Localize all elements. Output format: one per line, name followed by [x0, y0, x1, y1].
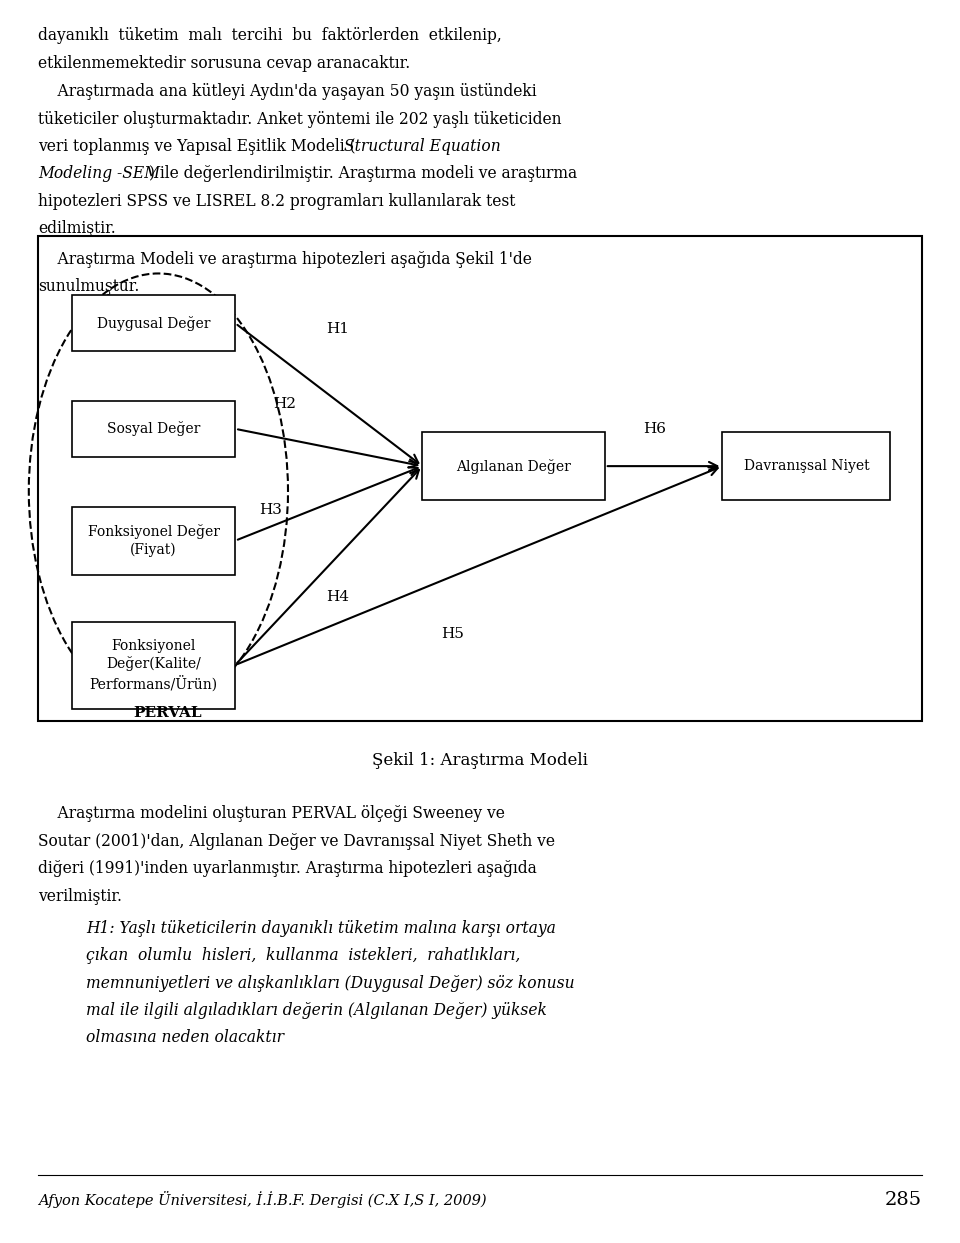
Text: tüketiciler oluşturmaktadır. Anket yöntemi ile 202 yaşlı tüketiciden: tüketiciler oluşturmaktadır. Anket yönte…: [38, 111, 562, 128]
Text: olmasına neden olacaktır: olmasına neden olacaktır: [86, 1029, 284, 1047]
Text: 285: 285: [884, 1191, 922, 1208]
Text: Duygusal Değer: Duygusal Değer: [97, 316, 210, 331]
Text: verilmiştir.: verilmiştir.: [38, 888, 123, 905]
Text: H1: H1: [326, 322, 349, 337]
Text: Fonksiyonel
Değer(Kalite/
Performans/Ürün): Fonksiyonel Değer(Kalite/ Performans/Ürü…: [89, 639, 218, 691]
Text: Davranışsal Niyet: Davranışsal Niyet: [744, 459, 869, 474]
Text: Modeling -SEM: Modeling -SEM: [38, 165, 160, 183]
Text: edilmiştir.: edilmiştir.: [38, 220, 116, 237]
FancyBboxPatch shape: [72, 507, 235, 574]
Text: Araştırma modelini oluşturan PERVAL ölçeği Sweeney ve: Araştırma modelini oluşturan PERVAL ölçe…: [38, 805, 505, 823]
FancyBboxPatch shape: [72, 295, 235, 351]
Text: etkilenmemektedir sorusuna cevap aranacaktır.: etkilenmemektedir sorusuna cevap aranaca…: [38, 55, 411, 72]
Text: mal ile ilgili algıladıkları değerin (Algılanan Değer) yüksek: mal ile ilgili algıladıkları değerin (Al…: [86, 1002, 547, 1019]
Text: çıkan  olumlu  hisleri,  kullanma  istekleri,  rahatlıkları,: çıkan olumlu hisleri, kullanma istekleri…: [86, 947, 520, 965]
Text: H2: H2: [274, 397, 297, 411]
Text: H1: Yaşlı tüketicilerin dayanıklı tüketim malına karşı ortaya: H1: Yaşlı tüketicilerin dayanıklı tüketi…: [86, 920, 556, 937]
FancyBboxPatch shape: [422, 431, 605, 501]
FancyBboxPatch shape: [722, 431, 891, 501]
Text: H3: H3: [259, 502, 282, 517]
Text: memnuniyetleri ve alışkanlıkları (Duygusal Değer) söz konusu: memnuniyetleri ve alışkanlıkları (Duygus…: [86, 975, 575, 992]
Text: dayanıklı  tüketim  malı  tercihi  bu  faktörlerden  etkilenip,: dayanıklı tüketim malı tercihi bu faktör…: [38, 27, 502, 45]
Text: PERVAL: PERVAL: [133, 706, 203, 720]
Text: Soutar (2001)'dan, Algılanan Değer ve Davranışsal Niyet Sheth ve: Soutar (2001)'dan, Algılanan Değer ve Da…: [38, 833, 556, 850]
Text: veri toplanmış ve Yapısal Eşitlik Modeli (: veri toplanmış ve Yapısal Eşitlik Modeli…: [38, 138, 356, 155]
FancyBboxPatch shape: [38, 236, 922, 721]
Text: Şekil 1: Araştırma Modeli: Şekil 1: Araştırma Modeli: [372, 752, 588, 769]
Text: sunulmuştur.: sunulmuştur.: [38, 278, 140, 296]
Text: Araştırma Modeli ve araştırma hipotezleri aşağıda Şekil 1'de: Araştırma Modeli ve araştırma hipotezler…: [38, 251, 532, 268]
Text: Afyon Kocatepe Üniversitesi, İ.İ.B.F. Dergisi (C.X I,S I, 2009): Afyon Kocatepe Üniversitesi, İ.İ.B.F. De…: [38, 1191, 487, 1208]
FancyBboxPatch shape: [72, 622, 235, 709]
Text: Sosyal Değer: Sosyal Değer: [107, 421, 201, 436]
Text: Structural Equation: Structural Equation: [344, 138, 500, 155]
Text: ) ile değerlendirilmiştir. Araştırma modeli ve araştırma: ) ile değerlendirilmiştir. Araştırma mod…: [149, 165, 577, 183]
Text: Algılanan Değer: Algılanan Değer: [456, 459, 571, 474]
FancyBboxPatch shape: [72, 400, 235, 456]
Text: Fonksiyonel Değer
(Fiyat): Fonksiyonel Değer (Fiyat): [87, 525, 220, 557]
Text: diğeri (1991)'inden uyarlanmıştır. Araştırma hipotezleri aşağıda: diğeri (1991)'inden uyarlanmıştır. Araşt…: [38, 860, 538, 878]
Text: H4: H4: [326, 589, 349, 604]
Text: hipotezleri SPSS ve LISREL 8.2 programları kullanılarak test: hipotezleri SPSS ve LISREL 8.2 programla…: [38, 193, 516, 210]
Text: Araştırmada ana kütleyi Aydın'da yaşayan 50 yaşın üstündeki: Araştırmada ana kütleyi Aydın'da yaşayan…: [38, 83, 537, 101]
Text: H5: H5: [442, 626, 465, 641]
Text: H6: H6: [643, 421, 666, 436]
